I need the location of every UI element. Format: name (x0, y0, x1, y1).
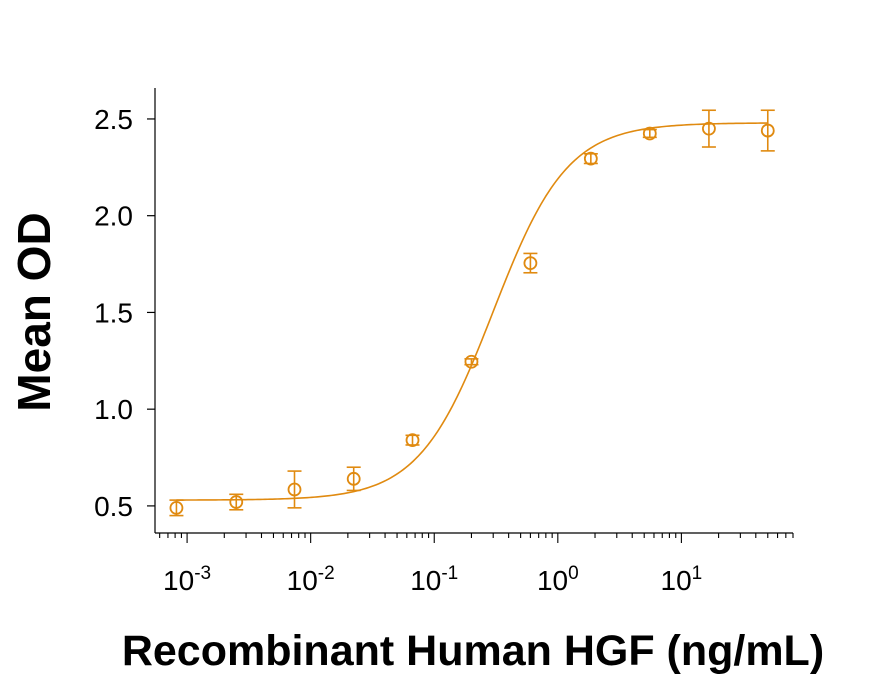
data-point (405, 433, 420, 448)
point-marker (760, 123, 775, 138)
point-marker (405, 433, 420, 448)
point-marker (642, 126, 657, 141)
y-tick-label: 1.5 (94, 297, 133, 328)
point-marker (464, 354, 479, 369)
x-tick-label: 10-2 (287, 563, 335, 596)
x-axis-title: Recombinant Human HGF (ng/mL) (122, 627, 824, 675)
y-tick-label: 2.5 (94, 104, 133, 135)
y-ticks: 0.5 1.0 1.5 2.0 2.5 (94, 104, 155, 522)
data-point (287, 470, 302, 509)
point-marker (229, 495, 244, 509)
y-axis-title: Mean OD (8, 212, 60, 411)
data-point (701, 109, 716, 148)
data-point (169, 499, 184, 517)
data-point (642, 126, 657, 141)
data-point (464, 354, 479, 369)
point-marker (169, 500, 184, 515)
x-tick-label: 10-1 (410, 563, 458, 596)
point-marker (523, 256, 538, 270)
y-tick-label: 2.0 (94, 201, 133, 232)
x-tick-label: 10-3 (163, 563, 211, 596)
data-point (760, 109, 775, 152)
point-marker (583, 151, 598, 166)
y-tick-label: 1.0 (94, 394, 133, 425)
data-points (169, 109, 775, 517)
data-point (583, 151, 598, 166)
data-point (229, 493, 244, 511)
point-marker (346, 471, 361, 486)
point-marker (702, 121, 716, 136)
data-point (346, 466, 361, 492)
x-ticks: 10-3 10-2 10-1 100 101 (159, 533, 794, 596)
x-tick-label: 101 (661, 563, 703, 596)
fit-curve (176, 122, 768, 501)
point-marker (287, 482, 302, 497)
data-point (523, 252, 538, 274)
axes (154, 88, 793, 534)
y-tick-label: 0.5 (94, 491, 133, 522)
x-tick-label: 100 (537, 563, 579, 596)
